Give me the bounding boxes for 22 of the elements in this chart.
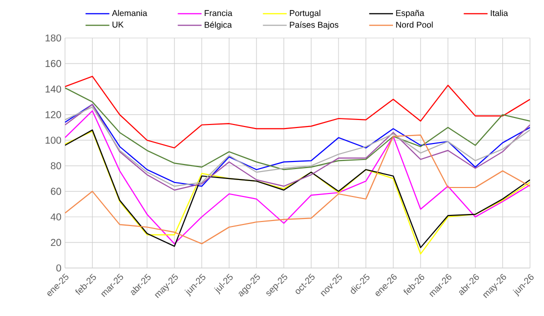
legend-label: UK xyxy=(112,22,124,28)
legend-label: Italia xyxy=(490,10,508,16)
y-tick-label: 80 xyxy=(50,162,62,170)
line-series xyxy=(65,76,530,148)
legend-label: Países Bajos xyxy=(290,21,338,30)
legend-label: Portugal xyxy=(290,10,320,18)
legend-label: España xyxy=(396,10,424,18)
y-tick-label: 60 xyxy=(50,188,62,195)
y-tick-label: 40 xyxy=(50,213,62,220)
legend-label: Alemania xyxy=(112,10,148,16)
line-series xyxy=(65,87,530,170)
y-tick-label: 20 xyxy=(50,238,62,246)
legend-label: Nord Pool xyxy=(396,22,433,28)
y-tick-label: 0 xyxy=(56,264,62,272)
y-tick-label: 100 xyxy=(46,136,62,144)
y-tick-label: 140 xyxy=(46,86,62,93)
legend-label: Francia xyxy=(204,10,232,16)
legend-label: Bélgica xyxy=(204,21,232,30)
line-series xyxy=(65,110,530,244)
y-tick-label: 160 xyxy=(46,60,62,68)
y-tick-label: 120 xyxy=(46,111,62,118)
y-tick-label: 180 xyxy=(46,34,62,42)
